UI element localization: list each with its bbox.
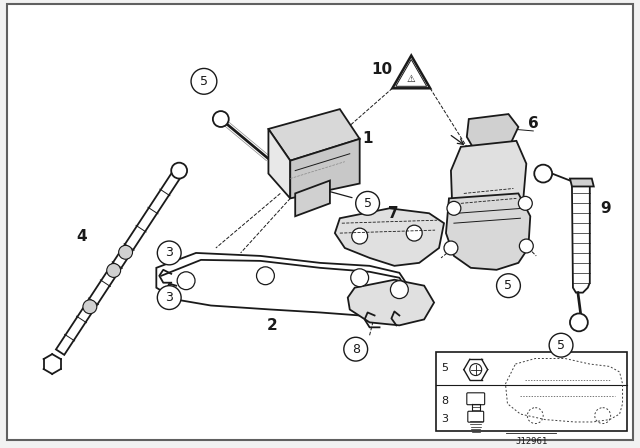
Polygon shape (56, 168, 183, 355)
Text: 8: 8 (352, 343, 360, 356)
Text: 5: 5 (441, 363, 448, 373)
Circle shape (549, 333, 573, 357)
Circle shape (83, 300, 97, 314)
Circle shape (520, 239, 533, 253)
Polygon shape (446, 194, 531, 270)
Polygon shape (570, 179, 594, 186)
Text: J12961: J12961 (515, 437, 547, 447)
Text: 9: 9 (600, 201, 611, 216)
Circle shape (157, 286, 181, 310)
Circle shape (118, 246, 132, 259)
Circle shape (351, 269, 369, 287)
Text: 10: 10 (371, 62, 392, 77)
Circle shape (157, 241, 181, 265)
Circle shape (406, 225, 422, 241)
Polygon shape (156, 253, 409, 315)
Circle shape (497, 274, 520, 297)
Circle shape (570, 314, 588, 332)
FancyBboxPatch shape (468, 411, 484, 422)
Text: 5: 5 (504, 279, 513, 292)
Polygon shape (291, 139, 360, 198)
Circle shape (107, 263, 120, 277)
Polygon shape (348, 280, 434, 325)
Text: 6: 6 (528, 116, 539, 132)
Circle shape (257, 267, 275, 284)
Circle shape (213, 111, 228, 127)
Text: 5: 5 (364, 197, 372, 210)
FancyBboxPatch shape (6, 4, 634, 440)
Text: 2: 2 (267, 318, 278, 333)
Text: 5: 5 (557, 339, 565, 352)
FancyBboxPatch shape (436, 352, 627, 431)
Circle shape (191, 69, 217, 94)
Text: 4: 4 (77, 228, 87, 244)
Text: 5: 5 (200, 75, 208, 88)
Polygon shape (467, 114, 518, 149)
Circle shape (344, 337, 367, 361)
Text: 7: 7 (388, 206, 399, 221)
Text: 3: 3 (165, 291, 173, 304)
Circle shape (390, 281, 408, 298)
Circle shape (518, 196, 532, 210)
Circle shape (172, 163, 187, 179)
Polygon shape (392, 56, 430, 88)
Polygon shape (451, 141, 526, 223)
Text: 1: 1 (362, 131, 373, 146)
Polygon shape (268, 129, 291, 198)
Text: 8: 8 (441, 396, 448, 406)
Text: 3: 3 (165, 246, 173, 259)
Polygon shape (295, 181, 330, 216)
Polygon shape (335, 208, 444, 266)
Circle shape (352, 228, 367, 244)
Circle shape (356, 191, 380, 215)
Polygon shape (572, 184, 590, 293)
Text: 3: 3 (441, 414, 448, 424)
FancyBboxPatch shape (467, 393, 484, 405)
Circle shape (534, 165, 552, 182)
Circle shape (447, 201, 461, 215)
Circle shape (444, 241, 458, 255)
Polygon shape (268, 109, 360, 161)
Text: ⚠: ⚠ (407, 74, 415, 84)
Circle shape (177, 272, 195, 290)
